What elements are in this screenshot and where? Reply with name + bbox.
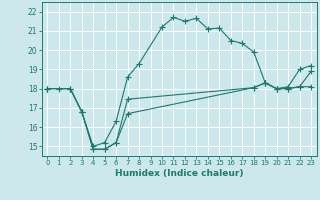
X-axis label: Humidex (Indice chaleur): Humidex (Indice chaleur) <box>115 169 244 178</box>
